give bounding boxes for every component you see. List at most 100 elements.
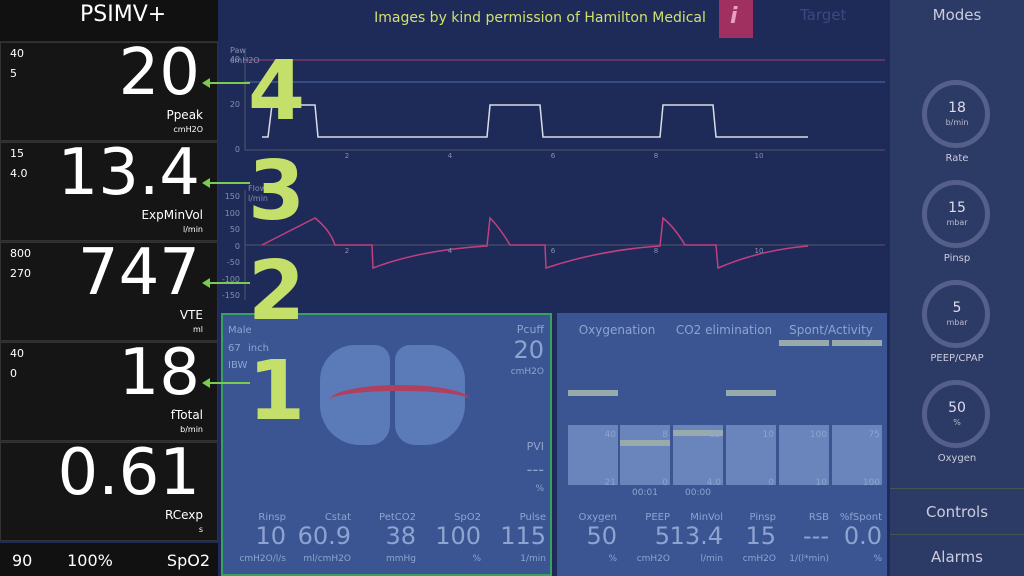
control-value: 15 bbox=[948, 200, 966, 216]
monitor-unit: l/min bbox=[182, 225, 203, 234]
control-unit: b/min bbox=[945, 118, 969, 127]
control-knob[interactable] bbox=[922, 280, 990, 348]
param-unit: % bbox=[472, 554, 481, 564]
param-name: SpO2 bbox=[454, 512, 481, 523]
y-tick-label: 150 bbox=[224, 192, 240, 201]
gauge-label: 8 bbox=[662, 430, 668, 440]
param-name: PEEP bbox=[645, 512, 670, 523]
gauge-label: 75 bbox=[868, 430, 880, 440]
spo2-bar bbox=[0, 543, 218, 576]
control-knob[interactable] bbox=[922, 180, 990, 248]
monitor-box bbox=[0, 342, 218, 441]
y-tick-label: -100 bbox=[221, 274, 240, 284]
annotation-arrow bbox=[206, 282, 250, 284]
control-unit: mbar bbox=[946, 318, 968, 327]
param-value: 0.0 bbox=[843, 522, 882, 550]
gauge-marker bbox=[779, 340, 829, 346]
param-name: %fSpont bbox=[839, 512, 882, 523]
control-name: Rate bbox=[945, 153, 969, 164]
control-knob[interactable] bbox=[922, 380, 990, 448]
arrow-head bbox=[202, 278, 210, 288]
gauge-bar bbox=[726, 425, 776, 485]
control-value: 18 bbox=[948, 100, 966, 116]
x-tick-label: 8 bbox=[653, 247, 659, 255]
param-value: 38 bbox=[385, 522, 416, 550]
control-value: 50 bbox=[948, 400, 966, 416]
param-name: MinVol bbox=[690, 512, 723, 523]
param-value: 13.4 bbox=[669, 522, 723, 550]
monitor-box bbox=[0, 42, 218, 141]
x-tick-label: 8 bbox=[653, 152, 659, 160]
control-name: Pinsp bbox=[943, 253, 971, 264]
alarms-tab[interactable]: Alarms bbox=[931, 548, 983, 566]
x-tick-label: 6 bbox=[550, 247, 556, 255]
monitor-value: 13.4 bbox=[57, 136, 201, 210]
gauge-label: 10 bbox=[815, 478, 827, 488]
alarm-low: 5 bbox=[10, 67, 17, 80]
controls-tab[interactable]: Controls bbox=[925, 503, 989, 521]
axis-unit: l/min bbox=[248, 194, 269, 203]
monitor-box bbox=[0, 142, 218, 241]
section-header: Spont/Activity bbox=[789, 323, 873, 337]
param-unit: l/min bbox=[700, 554, 723, 564]
annotation-number: 4 bbox=[248, 44, 306, 139]
monitor-box bbox=[0, 242, 218, 341]
info-button[interactable]: i bbox=[730, 4, 738, 29]
monitor-value: 747 bbox=[77, 236, 200, 310]
param-name: Pinsp bbox=[749, 512, 776, 523]
y-tick-label: 100 bbox=[224, 208, 240, 218]
alarm-low: 270 bbox=[10, 267, 31, 280]
param-value: 100 bbox=[435, 522, 481, 550]
annotation-arrow bbox=[206, 82, 250, 84]
param-unit: cmH2O/l/s bbox=[239, 554, 286, 564]
section-header: CO2 elimination bbox=[675, 323, 773, 337]
y-tick-label: 20 bbox=[229, 100, 240, 109]
x-tick-label: 2 bbox=[344, 247, 350, 255]
gauge-bar bbox=[832, 425, 882, 485]
spo2-item: SpO2 bbox=[166, 551, 210, 570]
alarm-low: 0 bbox=[10, 367, 17, 380]
alarm-high: 40 bbox=[10, 347, 24, 360]
param-name: RSB bbox=[808, 512, 829, 523]
x-tick-label: 4 bbox=[447, 152, 453, 160]
modes-tab[interactable]: Modes bbox=[932, 6, 982, 24]
param-value: 5 bbox=[654, 522, 670, 550]
ibw: IBW bbox=[228, 360, 248, 371]
param-name: Oxygen bbox=[578, 512, 617, 523]
x-tick-label: 4 bbox=[447, 247, 453, 255]
alarm-high: 800 bbox=[10, 247, 31, 260]
x-tick-label: 2 bbox=[344, 152, 350, 160]
gauge-label: 40 bbox=[604, 430, 616, 440]
param-value: 60.9 bbox=[297, 522, 351, 550]
gauge-label: 00:01 bbox=[632, 488, 658, 498]
param-unit: % bbox=[873, 554, 882, 564]
arrow-head bbox=[202, 378, 210, 388]
height-unit: inch bbox=[248, 343, 269, 354]
param-value: 115 bbox=[500, 522, 546, 550]
tab-sep bbox=[890, 534, 1024, 535]
arrow-head bbox=[202, 78, 210, 88]
height: 67 bbox=[228, 343, 241, 354]
gauge-marker bbox=[568, 390, 618, 396]
monitor-value: 18 bbox=[118, 336, 200, 410]
heart-vessel bbox=[330, 385, 470, 415]
y-tick-label: 40 bbox=[229, 55, 240, 64]
param-value: --- bbox=[803, 522, 829, 550]
param-unit: 1/(l*min) bbox=[789, 554, 829, 564]
spo2-item: 100% bbox=[67, 551, 113, 570]
y-tick-label: -50 bbox=[226, 258, 240, 267]
gauge-marker bbox=[832, 340, 882, 346]
axis-unit: cmH2O bbox=[230, 56, 260, 65]
param-name: Rinsp bbox=[258, 512, 286, 523]
mode: PSIMV+ bbox=[80, 2, 167, 27]
param-name: PetCO2 bbox=[379, 512, 416, 523]
pvi-unit: % bbox=[535, 484, 544, 494]
control-knob[interactable] bbox=[922, 80, 990, 148]
monitor-value: 20 bbox=[118, 36, 200, 110]
param-unit: 1/min bbox=[520, 554, 546, 564]
spo2-item: 90 bbox=[12, 551, 33, 570]
target[interactable]: Target bbox=[800, 6, 847, 24]
control-unit: % bbox=[953, 418, 961, 427]
gauge-marker bbox=[726, 390, 776, 396]
